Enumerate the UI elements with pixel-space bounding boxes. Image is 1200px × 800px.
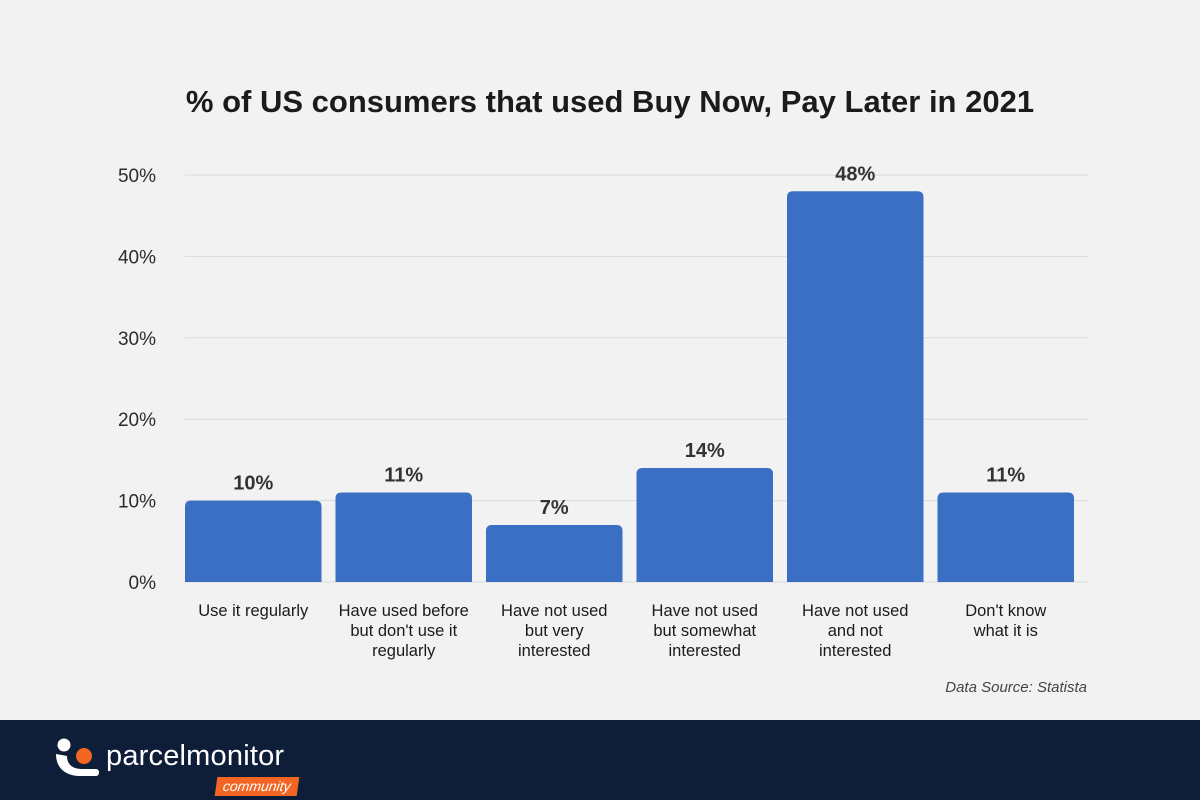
brand-tag: community <box>214 777 300 796</box>
category-label-line: what it is <box>973 622 1038 640</box>
chart-title: % of US consumers that used Buy Now, Pay… <box>186 84 1034 119</box>
category-label-line: regularly <box>372 642 436 660</box>
y-tick-label: 40% <box>118 247 156 268</box>
bar <box>787 191 924 582</box>
category-label-line: Have not used <box>802 602 908 620</box>
category-label-line: but somewhat <box>653 622 756 640</box>
bar-value-label: 10% <box>233 473 273 495</box>
category-label-line: interested <box>819 642 891 660</box>
y-tick-label: 20% <box>118 410 156 431</box>
bar-value-label: 7% <box>540 497 569 519</box>
category-label-line: Use it regularly <box>198 602 309 620</box>
category-label-line: Have not used <box>652 602 758 620</box>
category-label-line: interested <box>669 642 741 660</box>
bar-value-label: 11% <box>384 464 423 486</box>
y-tick-label: 10% <box>118 492 156 513</box>
category-label-line: Have not used <box>501 602 607 620</box>
footer-bar: parcelmonitor community <box>0 720 1200 800</box>
y-tick-label: 30% <box>118 329 156 350</box>
parcelmonitor-logo-icon <box>56 738 99 776</box>
category-label-line: Have used before <box>339 602 469 620</box>
category-label: Have not used and not interested <box>802 602 908 660</box>
category-label-line: but don't use it <box>350 622 457 640</box>
bars <box>185 191 1074 582</box>
bar-value-label: 11% <box>986 464 1025 486</box>
category-label: Use it regularly <box>198 602 309 620</box>
brand-name: parcelmonitor <box>106 740 285 772</box>
category-labels: Use it regularly Have used before but don'… <box>198 602 1046 660</box>
bar-value-label: 14% <box>685 440 725 462</box>
y-tick-label: 50% <box>118 166 156 187</box>
category-label: Have not used but somewhat interested <box>652 602 758 660</box>
bar <box>486 525 623 582</box>
bar-value-label: 48% <box>835 163 875 185</box>
y-axis-ticks: 0% 10% 20% 30% 40% 50% <box>118 166 156 594</box>
bar <box>185 500 322 582</box>
category-label: Don't know what it is <box>965 602 1046 640</box>
value-labels: 10% 11% 7% 14% 48% 11% <box>233 163 1025 519</box>
bar <box>636 468 773 582</box>
category-label: Have used before but don't use it regularl… <box>339 602 469 660</box>
y-tick-label: 0% <box>129 573 157 594</box>
category-label: Have not used but very interested <box>501 602 607 660</box>
category-label-line: and not <box>828 622 883 640</box>
bar <box>335 492 472 582</box>
bar <box>937 492 1074 582</box>
bar-chart: % of US consumers that used Buy Now, Pay… <box>118 84 1088 696</box>
category-label-line: interested <box>518 642 590 660</box>
category-label-line: Don't know <box>965 602 1046 620</box>
category-label-line: but very <box>525 622 584 640</box>
data-source-note: Data Source: Statista <box>945 679 1087 696</box>
